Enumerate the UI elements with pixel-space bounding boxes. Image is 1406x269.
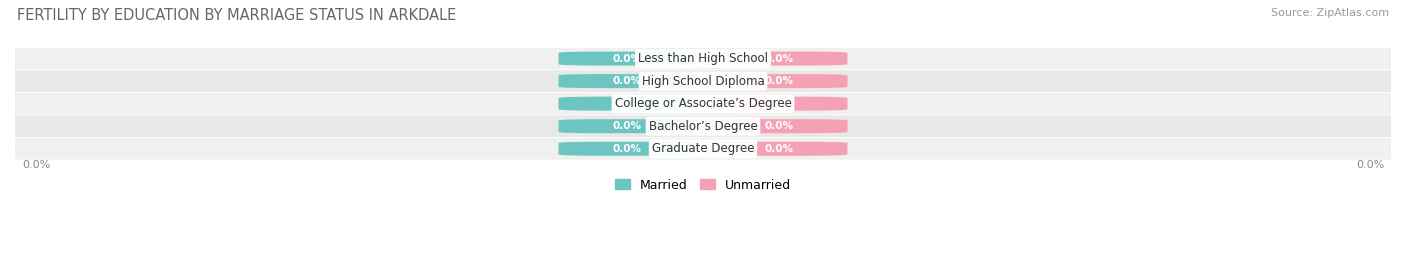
- FancyBboxPatch shape: [15, 48, 1391, 69]
- FancyBboxPatch shape: [710, 52, 848, 66]
- Text: Graduate Degree: Graduate Degree: [652, 142, 754, 155]
- Text: 0.0%: 0.0%: [765, 54, 793, 63]
- Text: 0.0%: 0.0%: [765, 76, 793, 86]
- FancyBboxPatch shape: [558, 119, 696, 133]
- FancyBboxPatch shape: [710, 97, 848, 111]
- FancyBboxPatch shape: [15, 115, 1391, 137]
- Text: 0.0%: 0.0%: [613, 54, 641, 63]
- Text: High School Diploma: High School Diploma: [641, 75, 765, 88]
- Text: FERTILITY BY EDUCATION BY MARRIAGE STATUS IN ARKDALE: FERTILITY BY EDUCATION BY MARRIAGE STATU…: [17, 8, 456, 23]
- Text: 0.0%: 0.0%: [613, 76, 641, 86]
- Text: 0.0%: 0.0%: [1355, 160, 1384, 170]
- FancyBboxPatch shape: [710, 74, 848, 88]
- Text: Source: ZipAtlas.com: Source: ZipAtlas.com: [1271, 8, 1389, 18]
- FancyBboxPatch shape: [15, 93, 1391, 115]
- Text: 0.0%: 0.0%: [613, 121, 641, 131]
- Text: College or Associate’s Degree: College or Associate’s Degree: [614, 97, 792, 110]
- Text: 0.0%: 0.0%: [765, 99, 793, 109]
- FancyBboxPatch shape: [558, 142, 696, 156]
- FancyBboxPatch shape: [558, 97, 696, 111]
- FancyBboxPatch shape: [710, 142, 848, 156]
- Text: 0.0%: 0.0%: [613, 144, 641, 154]
- Text: Bachelor’s Degree: Bachelor’s Degree: [648, 120, 758, 133]
- FancyBboxPatch shape: [558, 52, 696, 66]
- FancyBboxPatch shape: [558, 74, 696, 88]
- Text: Less than High School: Less than High School: [638, 52, 768, 65]
- FancyBboxPatch shape: [15, 70, 1391, 92]
- FancyBboxPatch shape: [15, 138, 1391, 160]
- Text: 0.0%: 0.0%: [613, 99, 641, 109]
- Text: 0.0%: 0.0%: [765, 144, 793, 154]
- Text: 0.0%: 0.0%: [765, 121, 793, 131]
- Legend: Married, Unmarried: Married, Unmarried: [610, 174, 796, 197]
- FancyBboxPatch shape: [710, 119, 848, 133]
- Text: 0.0%: 0.0%: [22, 160, 51, 170]
